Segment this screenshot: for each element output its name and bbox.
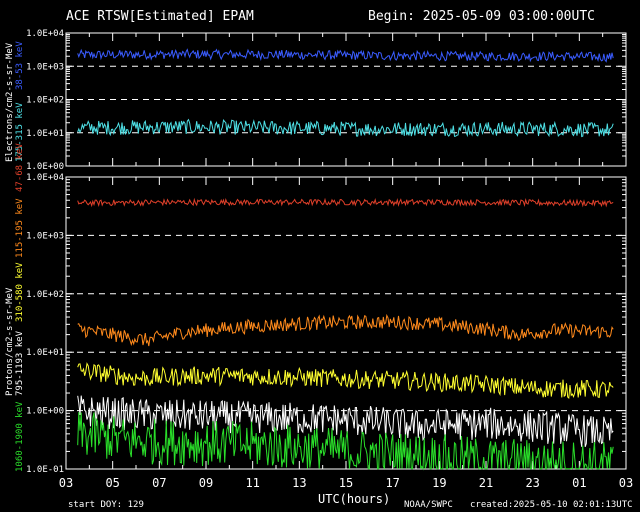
- series-line-47-68-keV: [77, 197, 614, 208]
- x-axis-ticks: 03 05 07 09 11 13 15 17 19 21 23 01 03: [59, 33, 633, 490]
- legend-115-195: 115-195 keV: [15, 198, 25, 258]
- y-tick-label: 1.0E+03: [26, 231, 64, 241]
- x-tick-label: 01: [572, 476, 586, 490]
- electrons-ylabel: Electrons/cm2-s-sr-MeV: [5, 42, 15, 162]
- legend-175-315: 175-315 keV: [15, 102, 25, 162]
- x-tick-label: 05: [105, 476, 119, 490]
- y-tick-label: 1.0E+01: [26, 348, 64, 358]
- series-line-310-580-keV: [77, 362, 614, 400]
- electrons-legend: 175-315 keV 38-53 keV: [15, 41, 25, 162]
- x-tick-label: 19: [432, 476, 446, 490]
- created-time: created:2025-05-10 02:01:13UTC: [470, 500, 633, 510]
- series-line-38-53-keV: [77, 48, 614, 63]
- x-tick-label: 23: [525, 476, 539, 490]
- protons-panel-frame: [65, 176, 627, 470]
- series-line-1060-1900-keV: [77, 412, 614, 471]
- x-tick-label: 11: [245, 476, 259, 490]
- electrons-y-ticks: 1.0E+00 1.0E+01 1.0E+02 1.0E+03 1.0E+04: [26, 29, 626, 172]
- y-tick-label: 1.0E-01: [26, 465, 64, 475]
- x-tick-label: 17: [385, 476, 399, 490]
- x-tick-label: 21: [479, 476, 493, 490]
- x-tick-label: 09: [199, 476, 213, 490]
- x-tick-label: 13: [292, 476, 306, 490]
- protons-series: [77, 197, 614, 471]
- y-tick-label: 1.0E+02: [26, 96, 64, 106]
- series-line-175-315-keV: [77, 118, 614, 138]
- x-tick-label: 07: [152, 476, 166, 490]
- begin-time: Begin: 2025-05-09 03:00:00UTC: [368, 9, 595, 24]
- protons-gridlines: [66, 234, 626, 412]
- protons-legend: 1060-1900 keV 795-1193 keV 310-580 keV 1…: [15, 143, 25, 472]
- x-tick-label: 03: [59, 476, 73, 490]
- protons-ylabel: Protons/cm2-s-sr-MeV: [5, 287, 15, 396]
- start-doy: start DOY: 129: [68, 500, 144, 510]
- noaa-credit: NOAA/SWPC: [404, 500, 453, 510]
- legend-47-68: 47-68 keV: [15, 143, 25, 192]
- y-tick-label: 1.0E+02: [26, 290, 64, 300]
- electrons-series: [77, 48, 614, 138]
- protons-ylabel-text: Protons/cm2-s-sr-MeV: [5, 287, 15, 396]
- legend-1060-1900: 1060-1900 keV: [15, 401, 25, 472]
- series-line-115-195-keV: [77, 313, 614, 347]
- chart-title: ACE RTSW[Estimated] EPAM: [66, 9, 254, 24]
- x-axis-label: UTC(hours): [318, 492, 390, 506]
- y-tick-label: 1.0E+04: [26, 29, 64, 39]
- protons-y-ticks: 1.0E-01 1.0E+00 1.0E+01 1.0E+02 1.0E+03 1.0E+…: [26, 173, 626, 475]
- series-line-795-1193-keV: [77, 395, 614, 447]
- y-tick-label: 1.0E+03: [26, 62, 64, 72]
- legend-310-580: 310-580 keV: [15, 262, 25, 322]
- x-tick-label: 15: [339, 476, 353, 490]
- legend-795-1193: 795-1193 keV: [15, 330, 25, 396]
- y-tick-label: 1.0E+00: [26, 162, 64, 172]
- y-tick-label: 1.0E+00: [26, 407, 64, 417]
- y-tick-label: 1.0E+04: [26, 173, 64, 183]
- x-tick-label: 03: [619, 476, 633, 490]
- electrons-ylabel-text: Electrons/cm2-s-sr-MeV: [5, 42, 15, 162]
- y-tick-label: 1.0E+01: [26, 129, 64, 139]
- legend-38-53: 38-53 keV: [15, 41, 25, 90]
